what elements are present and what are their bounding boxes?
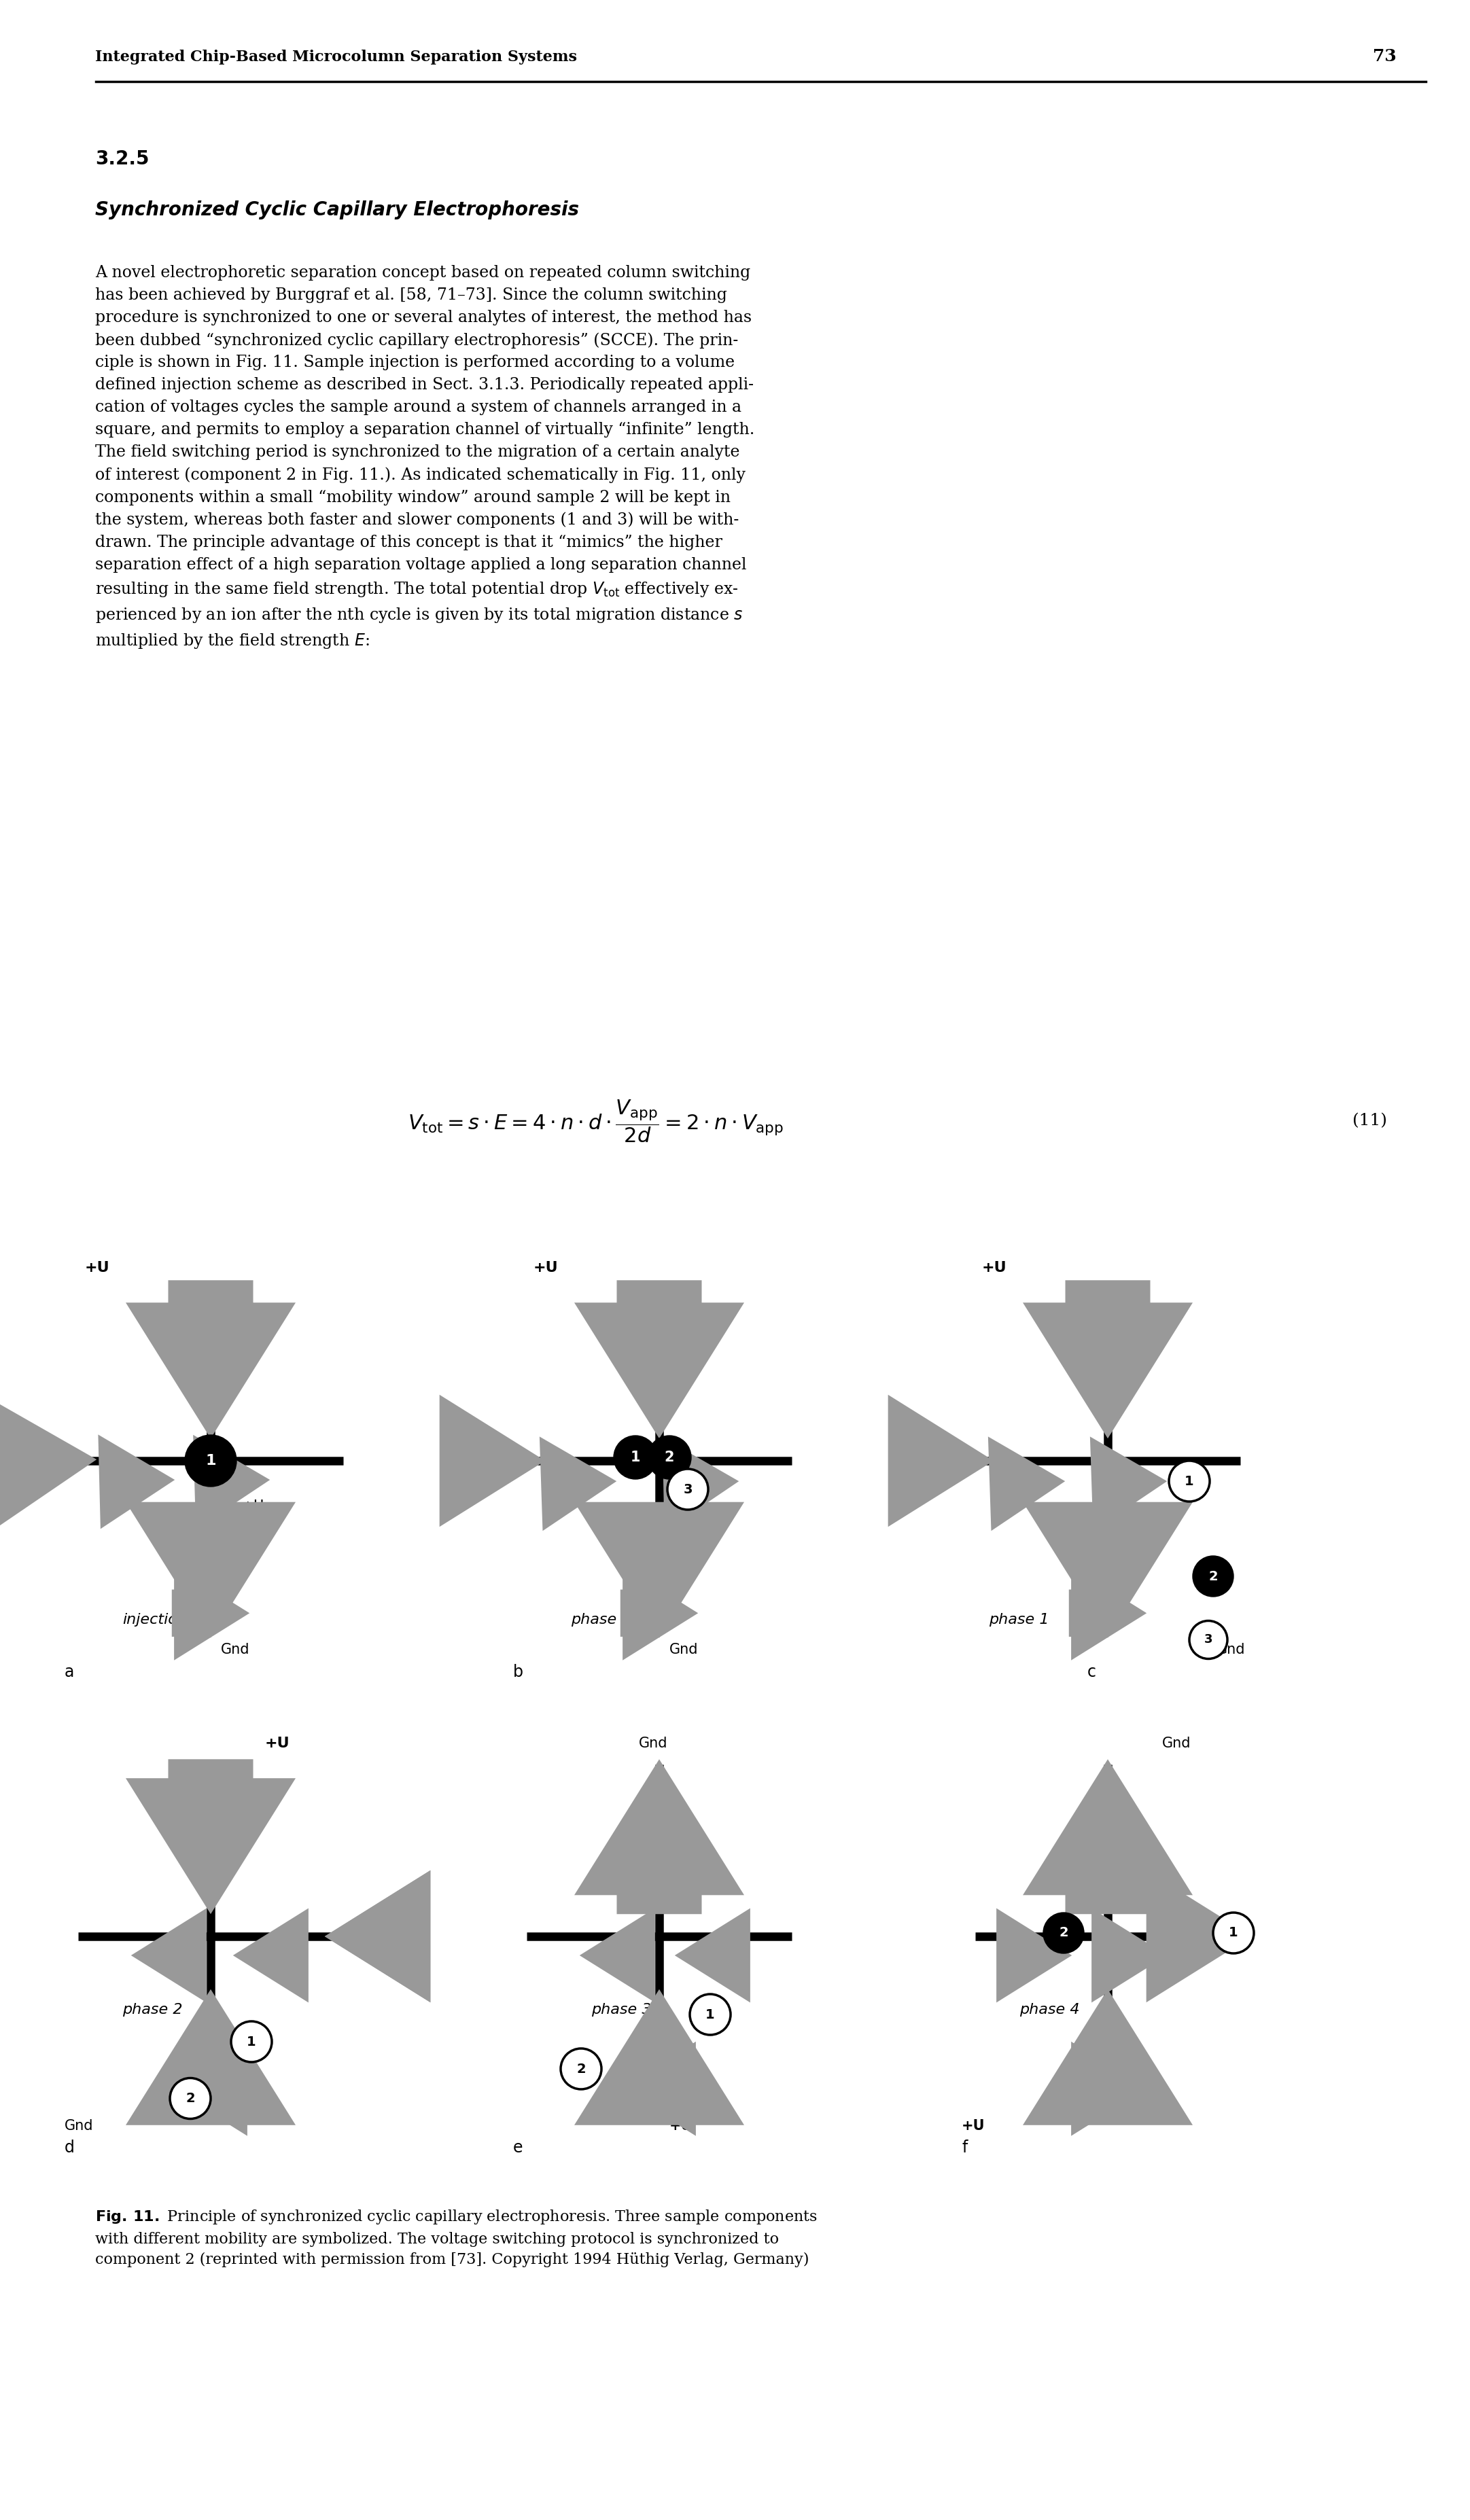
Text: +U: +U: [534, 1263, 559, 1275]
Circle shape: [231, 2021, 272, 2061]
Circle shape: [648, 1436, 691, 1479]
Circle shape: [1213, 1913, 1254, 1953]
Text: 2: 2: [576, 2061, 585, 2076]
Text: phase 1: phase 1: [570, 1613, 631, 1625]
Circle shape: [1169, 1462, 1210, 1502]
Text: 1: 1: [247, 2036, 256, 2049]
Text: Gnd: Gnd: [220, 1643, 250, 1656]
Text: +U$_i$: +U$_i$: [241, 1497, 268, 1515]
Text: 2: 2: [1058, 1925, 1069, 1940]
Text: Synchronized Cyclic Capillary Electrophoresis: Synchronized Cyclic Capillary Electropho…: [96, 202, 579, 219]
Text: Gnd: Gnd: [639, 1736, 667, 1751]
Text: phase 4: phase 4: [1019, 2003, 1079, 2016]
Text: Gnd: Gnd: [1217, 1643, 1245, 1656]
Text: Gnd: Gnd: [65, 2119, 94, 2132]
Text: Gnd: Gnd: [1163, 1736, 1191, 1751]
Circle shape: [560, 2049, 601, 2089]
Text: 1: 1: [206, 1454, 216, 1467]
Text: 2: 2: [185, 2092, 196, 2104]
Text: b: b: [513, 1663, 523, 1681]
Text: 3: 3: [1204, 1633, 1213, 1646]
Text: e: e: [513, 2139, 523, 2155]
Text: 73: 73: [1373, 48, 1396, 66]
Text: +U: +U: [961, 2119, 985, 2132]
Text: 1: 1: [1229, 1925, 1238, 1940]
Circle shape: [667, 1469, 709, 1509]
Text: 2: 2: [664, 1452, 675, 1464]
Text: phase 3: phase 3: [591, 2003, 651, 2016]
Text: +U: +U: [85, 1263, 110, 1275]
Text: Gnd: Gnd: [669, 1643, 698, 1656]
Text: 1: 1: [1185, 1474, 1194, 1487]
Text: (11): (11): [1352, 1114, 1388, 1129]
Text: c: c: [1088, 1663, 1097, 1681]
Text: d: d: [65, 2139, 75, 2155]
Circle shape: [1044, 1913, 1083, 1953]
Circle shape: [613, 1436, 657, 1479]
Text: $\bf{Fig.\,11.}$ Principle of synchronized cyclic capillary electrophoresis. Thr: $\bf{Fig.\,11.}$ Principle of synchroniz…: [96, 2208, 817, 2268]
Circle shape: [1192, 1555, 1233, 1598]
Text: +U: +U: [982, 1263, 1007, 1275]
Text: injection: injection: [122, 1613, 187, 1625]
Text: +U: +U: [669, 2119, 692, 2132]
Text: A novel electrophoretic separation concept based on repeated column switching
ha: A novel electrophoretic separation conce…: [96, 265, 754, 650]
Text: +U: +U: [265, 1736, 290, 1751]
Circle shape: [185, 1434, 237, 1487]
Text: f: f: [961, 2139, 967, 2155]
Circle shape: [171, 2079, 210, 2119]
Text: 3.2.5: 3.2.5: [96, 149, 148, 169]
Text: a: a: [65, 1663, 75, 1681]
Text: 1: 1: [631, 1452, 641, 1464]
Circle shape: [1189, 1620, 1227, 1658]
Text: phase 2: phase 2: [122, 2003, 182, 2016]
Text: Integrated Chip-Based Microcolumn Separation Systems: Integrated Chip-Based Microcolumn Separa…: [96, 50, 578, 66]
Text: phase 1: phase 1: [989, 1613, 1050, 1625]
Text: $V_{\rm tot} = s \cdot E = 4 \cdot n \cdot d \cdot \dfrac{V_{\rm app}}{2d} = 2 \: $V_{\rm tot} = s \cdot E = 4 \cdot n \cd…: [407, 1099, 784, 1144]
Text: 1: 1: [706, 2008, 714, 2021]
Text: 2: 2: [1208, 1570, 1217, 1583]
Circle shape: [689, 1993, 731, 2034]
Text: 3: 3: [684, 1482, 692, 1497]
